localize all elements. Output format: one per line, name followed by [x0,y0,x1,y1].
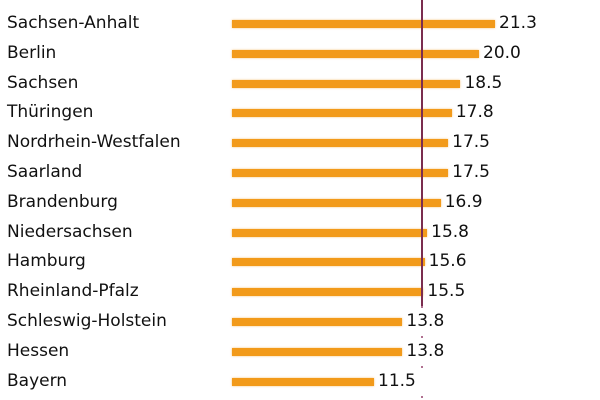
value-label: 16.9 [444,191,483,212]
category-label: Brandenburg [7,191,118,212]
value-label: 18.5 [464,72,503,93]
bar [232,49,479,58]
bar [232,109,452,118]
category-label: Sachsen [7,72,79,93]
bar [232,139,449,148]
bar [232,20,496,28]
bar [232,377,375,386]
bar [232,288,424,297]
category-label: Rheinland-Pfalz [7,281,139,302]
category-label: Sachsen-Anhalt [7,13,140,33]
chart-row: Sachsen 18.5 [0,72,600,102]
category-label: Nordrhein-Westfalen [7,132,181,153]
category-label: Bayern [7,370,68,391]
bar [232,258,425,267]
value-label: 21.3 [499,13,537,33]
value-label: 13.8 [406,311,445,331]
value-label: 17.5 [452,132,490,153]
value-label: 17.8 [455,102,494,123]
chart-row: Niedersachsen 15.8 [0,221,600,251]
chart-row: Brandenburg 16.9 [0,191,600,221]
category-label: Hessen [7,340,70,361]
value-label: 11.5 [378,370,416,391]
chart-row: Rheinland-Pfalz 15.5 [0,280,600,310]
chart-row: Hamburg 15.6 [0,250,600,280]
bar [232,79,461,88]
chart-row: Hessen 13.8 [0,340,600,370]
value-label: 15.6 [428,251,467,272]
bar [232,347,403,356]
chart-row: Schleswig-Holstein 13.8 [0,310,600,340]
chart-row: Berlin 20.0 [0,42,600,72]
average-reference-line [421,0,423,306]
bar [232,228,428,237]
chart-row: Bayern 11.5 [0,370,600,400]
value-label: 15.5 [427,281,466,302]
chart-row: Thüringen 17.8 [0,101,600,131]
chart-row: Saarland 17.5 [0,161,600,191]
chart-row: Sachsen-Anhalt 21.3 [0,12,600,42]
category-label: Thüringen [7,102,94,123]
value-label: 20.0 [483,42,521,63]
chart-row: Nordrhein-Westfalen 17.5 [0,131,600,161]
category-label: Niedersachsen [7,221,133,242]
bar [232,318,403,326]
value-label: 13.8 [406,340,445,361]
value-label: 15.8 [431,221,469,242]
value-label: 17.5 [452,162,490,182]
bar [232,198,441,207]
average-reference-line-dotted [421,306,423,400]
bar [232,169,449,177]
category-label: Saarland [7,162,83,182]
category-label: Berlin [7,42,57,63]
category-label: Schleswig-Holstein [7,311,167,331]
category-label: Hamburg [7,251,86,272]
